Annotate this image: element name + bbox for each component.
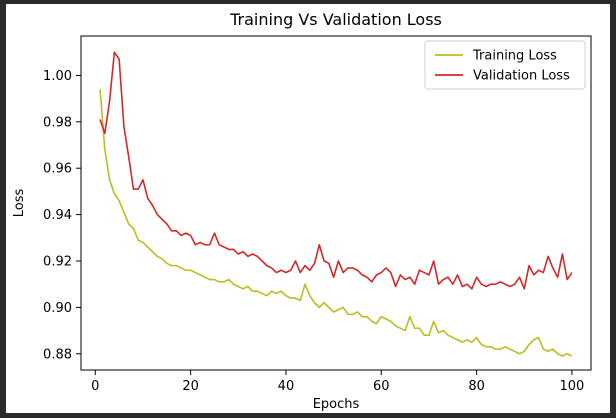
plot-lines [99,51,573,357]
y-tick-label: 0.88 [43,347,72,362]
y-tick-label: 0.92 [43,254,72,269]
y-tick-label: 0.90 [43,301,72,316]
y-axis-label: Loss [12,189,27,218]
series-line-validation-loss [99,51,573,290]
plot-frame [80,35,592,371]
chart-figure: Training Vs Validation Loss 0 20 40 60 80 100… [6,4,610,413]
chart-title: Training Vs Validation Loss [229,10,442,29]
y-axis: 0.88 0.90 0.92 0.94 0.96 0.98 1.00 [43,69,81,362]
y-tick-label: 0.98 [43,115,72,130]
x-tick-label: 80 [468,379,485,394]
x-tick-label: 40 [278,379,295,394]
legend-entry: Training Loss [472,49,557,64]
x-tick-label: 60 [373,379,390,394]
legend-box [424,40,586,90]
line-chart: Training Vs Validation Loss 0 20 40 60 80 100… [12,10,592,412]
x-tick-label: 100 [560,379,585,394]
legend: Training Loss Validation Loss [424,40,586,90]
x-tick-label: 20 [182,379,199,394]
y-tick-label: 1.00 [43,69,72,84]
x-axis: 0 20 40 60 80 100 [91,370,584,394]
y-tick-label: 0.96 [43,162,72,177]
x-tick-label: 0 [91,379,99,394]
x-axis-label: Epochs [313,397,360,412]
series-line-training-loss [99,89,573,357]
y-tick-label: 0.94 [43,208,72,223]
legend-entry: Validation Loss [473,69,570,84]
